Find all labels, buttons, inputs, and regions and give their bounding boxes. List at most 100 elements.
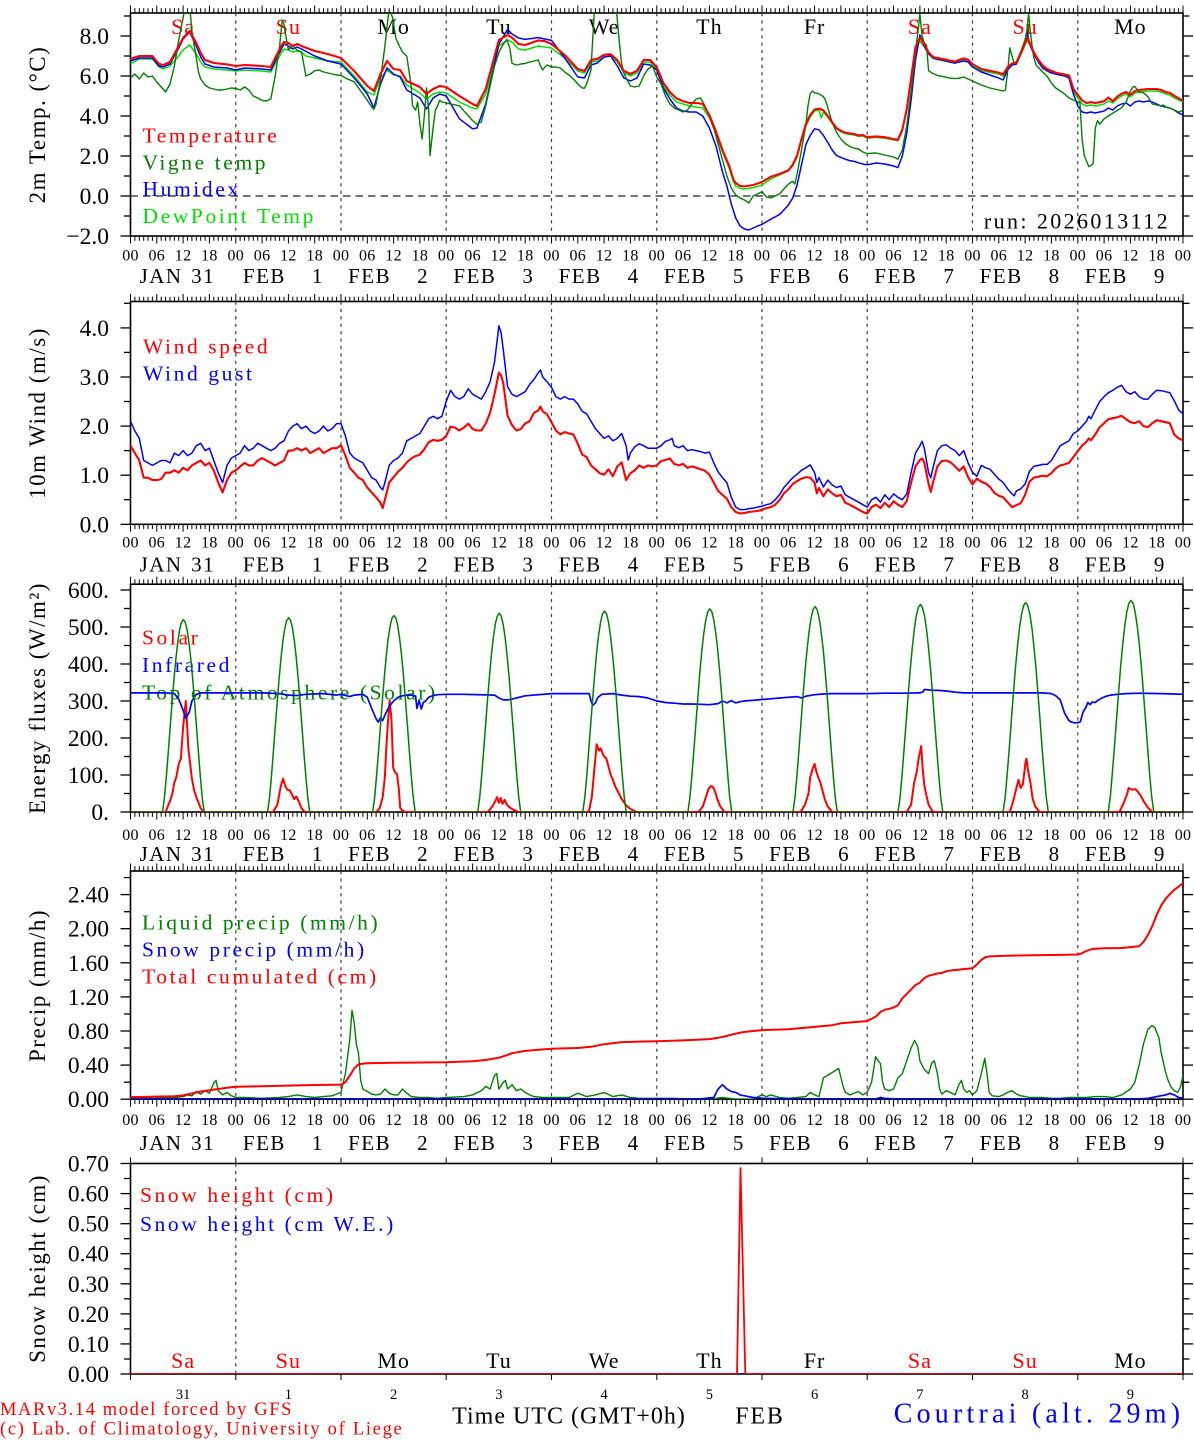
- svg-text:18: 18: [1043, 535, 1060, 552]
- svg-text:Snow height (cm W.E.): Snow height (cm W.E.): [140, 1212, 396, 1236]
- svg-text:600.: 600.: [68, 578, 109, 604]
- svg-text:200.: 200.: [68, 726, 109, 752]
- svg-text:00: 00: [227, 827, 244, 844]
- svg-text:12: 12: [175, 248, 192, 265]
- svg-text:31: 31: [191, 842, 215, 866]
- svg-text:0.10: 0.10: [68, 1332, 109, 1358]
- svg-text:12: 12: [1017, 1112, 1034, 1129]
- svg-text:FEB: FEB: [874, 553, 917, 577]
- svg-text:12: 12: [491, 248, 508, 265]
- svg-text:1: 1: [312, 1131, 324, 1155]
- svg-text:8: 8: [1021, 1387, 1028, 1403]
- svg-text:6.0: 6.0: [80, 64, 109, 90]
- svg-text:00: 00: [859, 535, 876, 552]
- svg-text:300.: 300.: [68, 689, 109, 715]
- svg-text:00: 00: [859, 827, 876, 844]
- svg-text:FEB: FEB: [735, 1404, 784, 1430]
- svg-text:00: 00: [543, 827, 560, 844]
- svg-text:00: 00: [964, 827, 981, 844]
- svg-text:00: 00: [648, 827, 665, 844]
- svg-text:18: 18: [938, 248, 955, 265]
- svg-text:12: 12: [596, 535, 613, 552]
- svg-text:7: 7: [943, 264, 955, 288]
- svg-text:00: 00: [333, 827, 350, 844]
- svg-text:7: 7: [943, 1131, 955, 1155]
- svg-text:FEB: FEB: [769, 1131, 812, 1155]
- svg-text:1.0: 1.0: [80, 463, 109, 489]
- svg-text:3: 3: [522, 842, 534, 866]
- svg-text:00: 00: [122, 827, 139, 844]
- svg-text:18: 18: [1043, 827, 1060, 844]
- svg-text:0.80: 0.80: [68, 1019, 109, 1045]
- svg-text:12: 12: [385, 535, 402, 552]
- svg-text:12: 12: [491, 1112, 508, 1129]
- svg-text:FEB: FEB: [348, 553, 391, 577]
- svg-text:4: 4: [600, 1387, 608, 1403]
- svg-text:06: 06: [148, 1112, 165, 1129]
- svg-text:Precip (mm/h): Precip (mm/h): [25, 909, 50, 1062]
- svg-text:18: 18: [412, 248, 429, 265]
- svg-text:FEB: FEB: [243, 553, 286, 577]
- svg-text:00: 00: [964, 248, 981, 265]
- svg-text:12: 12: [175, 535, 192, 552]
- svg-text:12: 12: [280, 827, 297, 844]
- svg-text:Snow height (cm): Snow height (cm): [140, 1183, 336, 1207]
- svg-text:12: 12: [1017, 535, 1034, 552]
- svg-text:18: 18: [833, 535, 850, 552]
- svg-text:06: 06: [675, 1112, 692, 1129]
- svg-text:18: 18: [412, 827, 429, 844]
- svg-text:00: 00: [648, 1112, 665, 1129]
- svg-text:FEB: FEB: [453, 264, 496, 288]
- svg-text:FEB: FEB: [664, 1131, 707, 1155]
- svg-text:00: 00: [1069, 827, 1086, 844]
- svg-text:Wind speed: Wind speed: [143, 335, 270, 359]
- svg-text:3: 3: [495, 1387, 502, 1403]
- svg-text:Solar: Solar: [142, 626, 200, 650]
- svg-text:9: 9: [1154, 553, 1166, 577]
- svg-text:18: 18: [938, 535, 955, 552]
- svg-text:Wind gust: Wind gust: [143, 362, 255, 386]
- svg-text:06: 06: [359, 248, 376, 265]
- svg-text:00: 00: [543, 1112, 560, 1129]
- svg-text:18: 18: [201, 827, 218, 844]
- svg-text:9: 9: [1154, 264, 1166, 288]
- svg-text:00: 00: [1175, 827, 1192, 844]
- svg-text:Fr: Fr: [804, 14, 826, 39]
- svg-text:FEB: FEB: [559, 264, 602, 288]
- svg-text:FEB: FEB: [1085, 264, 1128, 288]
- svg-text:06: 06: [148, 827, 165, 844]
- svg-text:JAN: JAN: [140, 1131, 183, 1155]
- svg-text:06: 06: [780, 827, 797, 844]
- svg-text:FEB: FEB: [559, 553, 602, 577]
- svg-text:18: 18: [517, 827, 534, 844]
- svg-text:Humidex: Humidex: [143, 177, 241, 201]
- svg-text:06: 06: [464, 248, 481, 265]
- svg-text:0.40: 0.40: [68, 1242, 109, 1268]
- svg-text:18: 18: [727, 1112, 744, 1129]
- svg-text:12: 12: [806, 248, 823, 265]
- svg-text:12: 12: [1017, 248, 1034, 265]
- svg-text:9: 9: [1154, 842, 1166, 866]
- svg-text:06: 06: [254, 248, 271, 265]
- svg-text:12: 12: [596, 827, 613, 844]
- svg-text:12: 12: [1017, 827, 1034, 844]
- svg-text:100.: 100.: [68, 763, 109, 789]
- svg-text:(c) Lab. of Climatology, Unive: (c) Lab. of Climatology, University of L…: [0, 1420, 403, 1440]
- svg-text:4.0: 4.0: [80, 316, 109, 342]
- svg-text:06: 06: [990, 1112, 1007, 1129]
- svg-text:Snow height (cm): Snow height (cm): [25, 1174, 50, 1363]
- svg-text:JAN: JAN: [140, 264, 183, 288]
- svg-text:4: 4: [628, 264, 640, 288]
- svg-text:Mo: Mo: [1114, 14, 1147, 39]
- svg-text:0.: 0.: [91, 800, 109, 826]
- svg-text:Snow precip (mm/h): Snow precip (mm/h): [142, 938, 367, 962]
- svg-text:12: 12: [280, 248, 297, 265]
- svg-text:0.00: 0.00: [68, 1362, 109, 1388]
- svg-text:00: 00: [859, 248, 876, 265]
- svg-text:00: 00: [859, 1112, 876, 1129]
- svg-text:18: 18: [201, 248, 218, 265]
- svg-text:00: 00: [438, 535, 455, 552]
- svg-text:00: 00: [438, 248, 455, 265]
- svg-text:FEB: FEB: [980, 264, 1023, 288]
- svg-text:1: 1: [312, 842, 324, 866]
